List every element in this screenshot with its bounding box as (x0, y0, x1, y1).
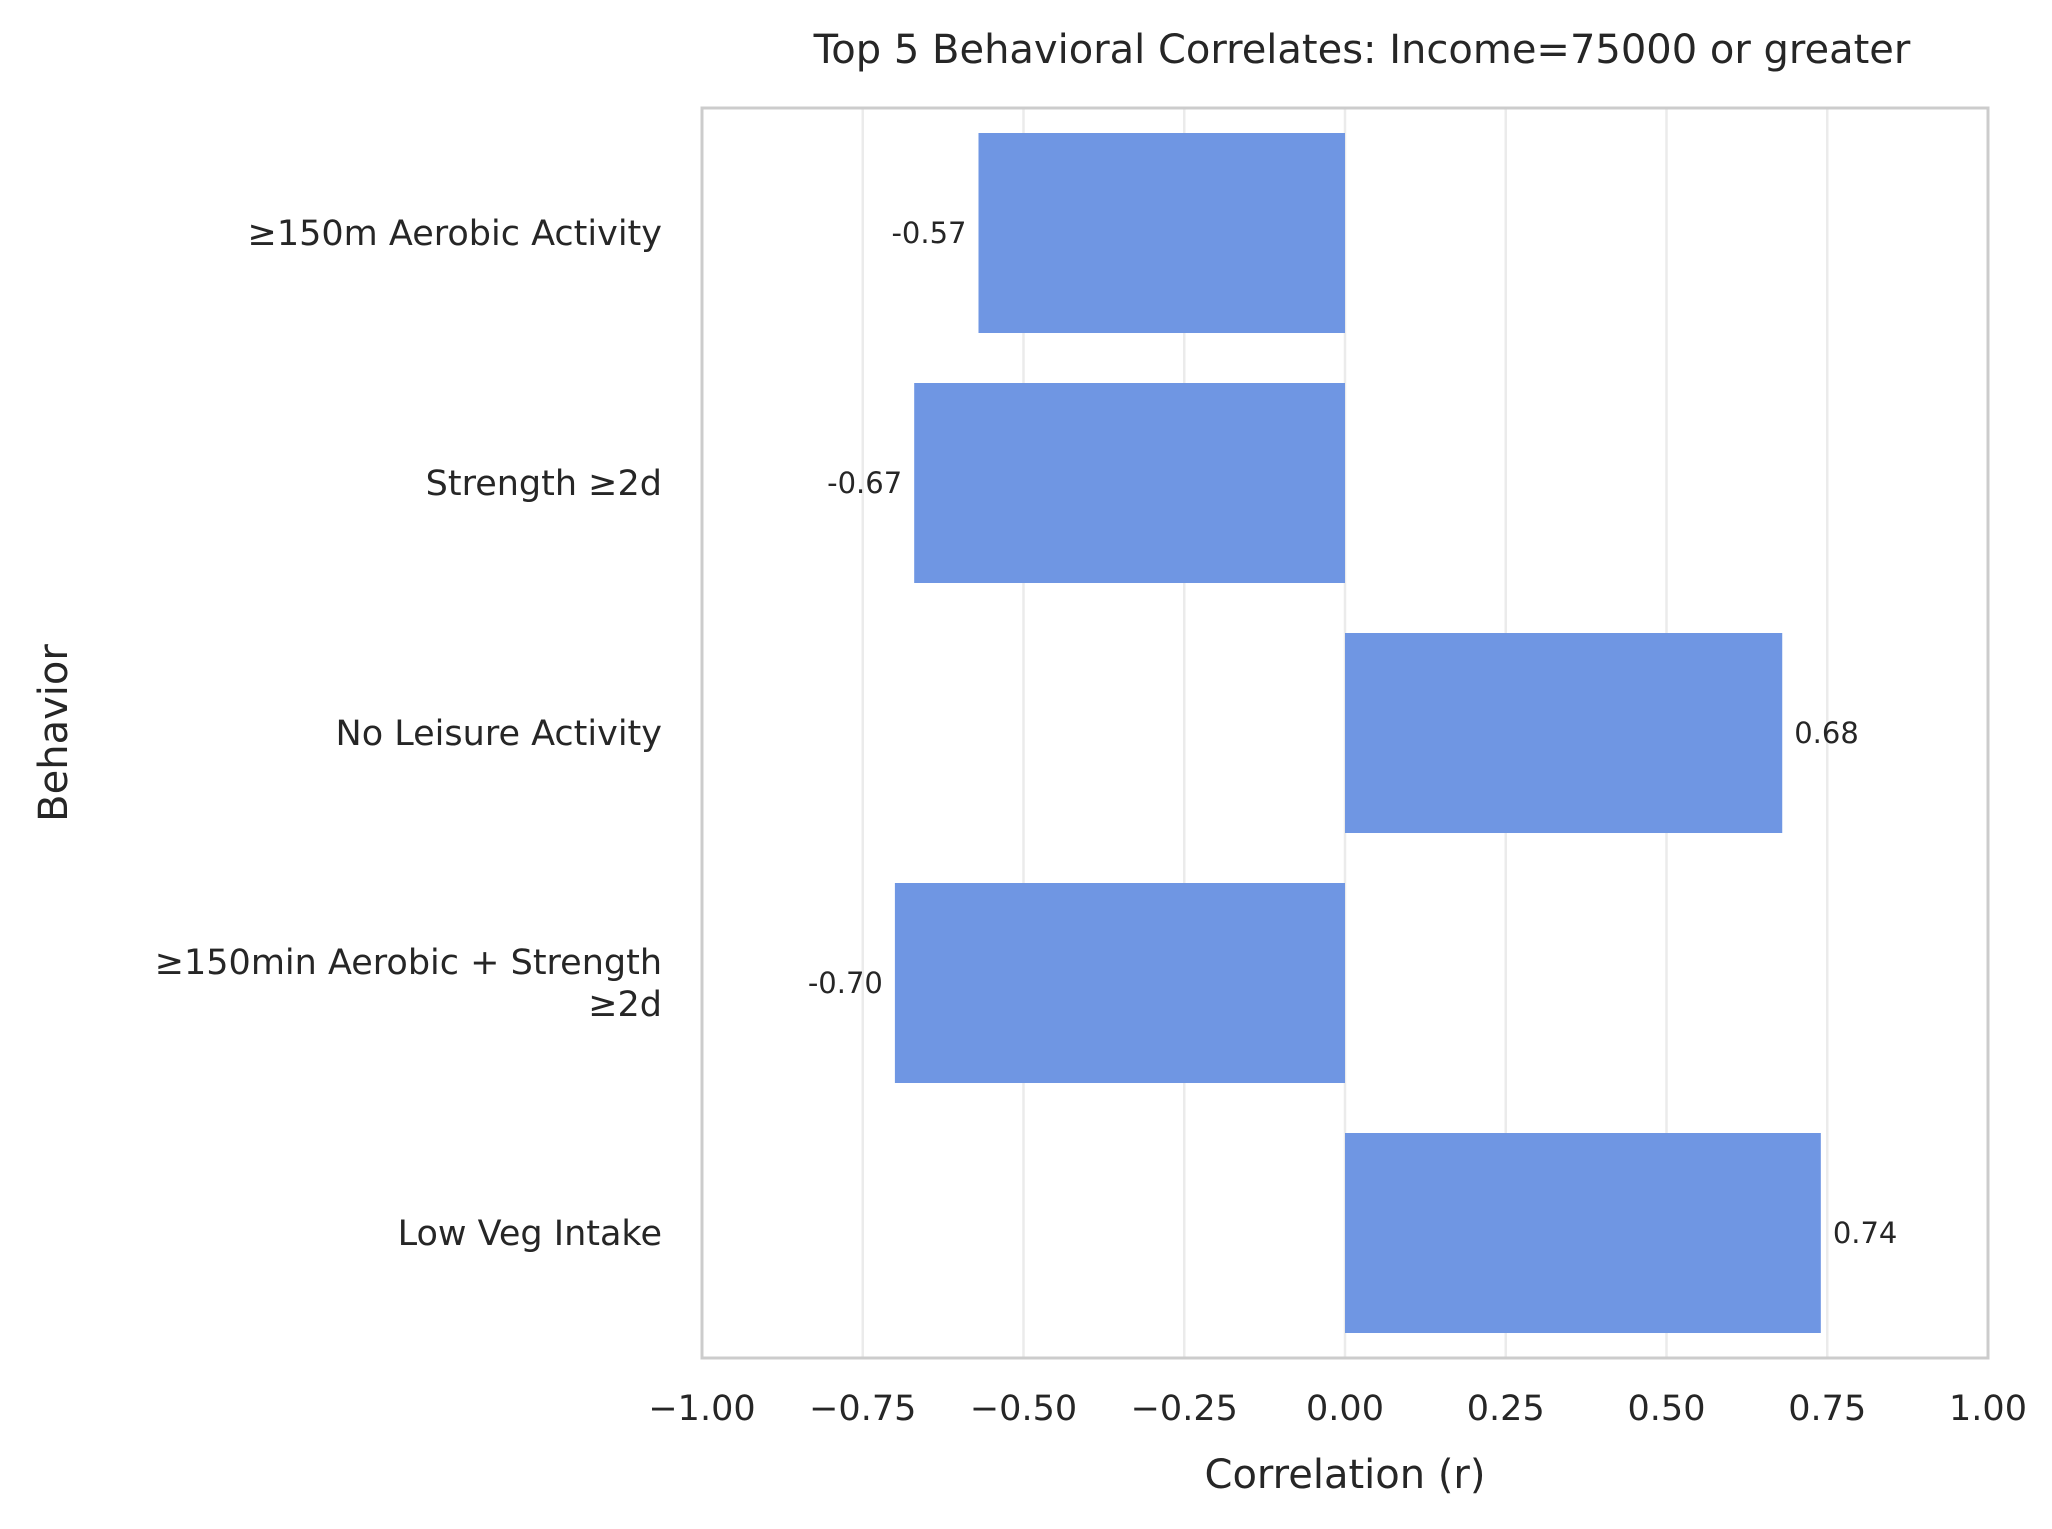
x-tick-label: 0.50 (1628, 1389, 1706, 1429)
chart-title: Top 5 Behavioral Correlates: Income=7500… (813, 27, 1911, 73)
y-category-line: No Leisure Activity (336, 714, 662, 754)
y-category-label: Low Veg Intake (398, 1214, 662, 1254)
value-label: 0.74 (1833, 1216, 1898, 1250)
bar (978, 133, 1345, 333)
y-category-label: No Leisure Activity (336, 714, 662, 754)
value-labels: -0.57 -0.67 0.68 -0.70 0.74 (808, 216, 1898, 1250)
x-axis-label: Correlation (r) (1205, 1452, 1486, 1498)
x-tick-label: −0.50 (970, 1389, 1077, 1429)
y-category-label: ≥150min Aerobic + Strength ≥2d (155, 943, 662, 1025)
bar (1345, 1133, 1821, 1333)
plot-frame (700, 106, 1990, 1360)
y-category-label: Strength ≥2d (426, 464, 662, 504)
y-category-line: ≥150m Aerobic Activity (248, 214, 662, 254)
value-label: -0.67 (827, 466, 902, 500)
value-label: -0.70 (808, 966, 883, 1000)
x-tick-label: 0.00 (1306, 1389, 1384, 1429)
bar (914, 383, 1345, 583)
value-label: 0.68 (1794, 716, 1859, 750)
x-tick-label: 0.75 (1788, 1389, 1866, 1429)
x-tick-label: 1.00 (1949, 1389, 2027, 1429)
y-category-label: ≥150m Aerobic Activity (248, 214, 662, 254)
y-category-line: ≥150min Aerobic + Strength (155, 943, 662, 983)
bar (1345, 633, 1783, 833)
y-category-line: Strength ≥2d (426, 464, 662, 504)
bars (894, 133, 1821, 1333)
value-label: -0.57 (891, 216, 966, 250)
x-tick-label: −0.75 (809, 1389, 916, 1429)
y-categories: ≥150m Aerobic Activity Strength ≥2d No Lei… (155, 214, 662, 1254)
y-category-line: ≥2d (588, 985, 662, 1025)
x-tick-label: −1.00 (648, 1389, 755, 1429)
y-axis-label: Behavior (31, 644, 77, 822)
x-ticks: −1.00 −0.75 −0.50 −0.25 0.00 0.25 0.50 0.75 1.00 (648, 1389, 2027, 1429)
x-tick-label: 0.25 (1467, 1389, 1545, 1429)
y-category-line: Low Veg Intake (398, 1214, 662, 1254)
x-tick-label: −0.25 (1131, 1389, 1238, 1429)
bar (894, 883, 1345, 1083)
